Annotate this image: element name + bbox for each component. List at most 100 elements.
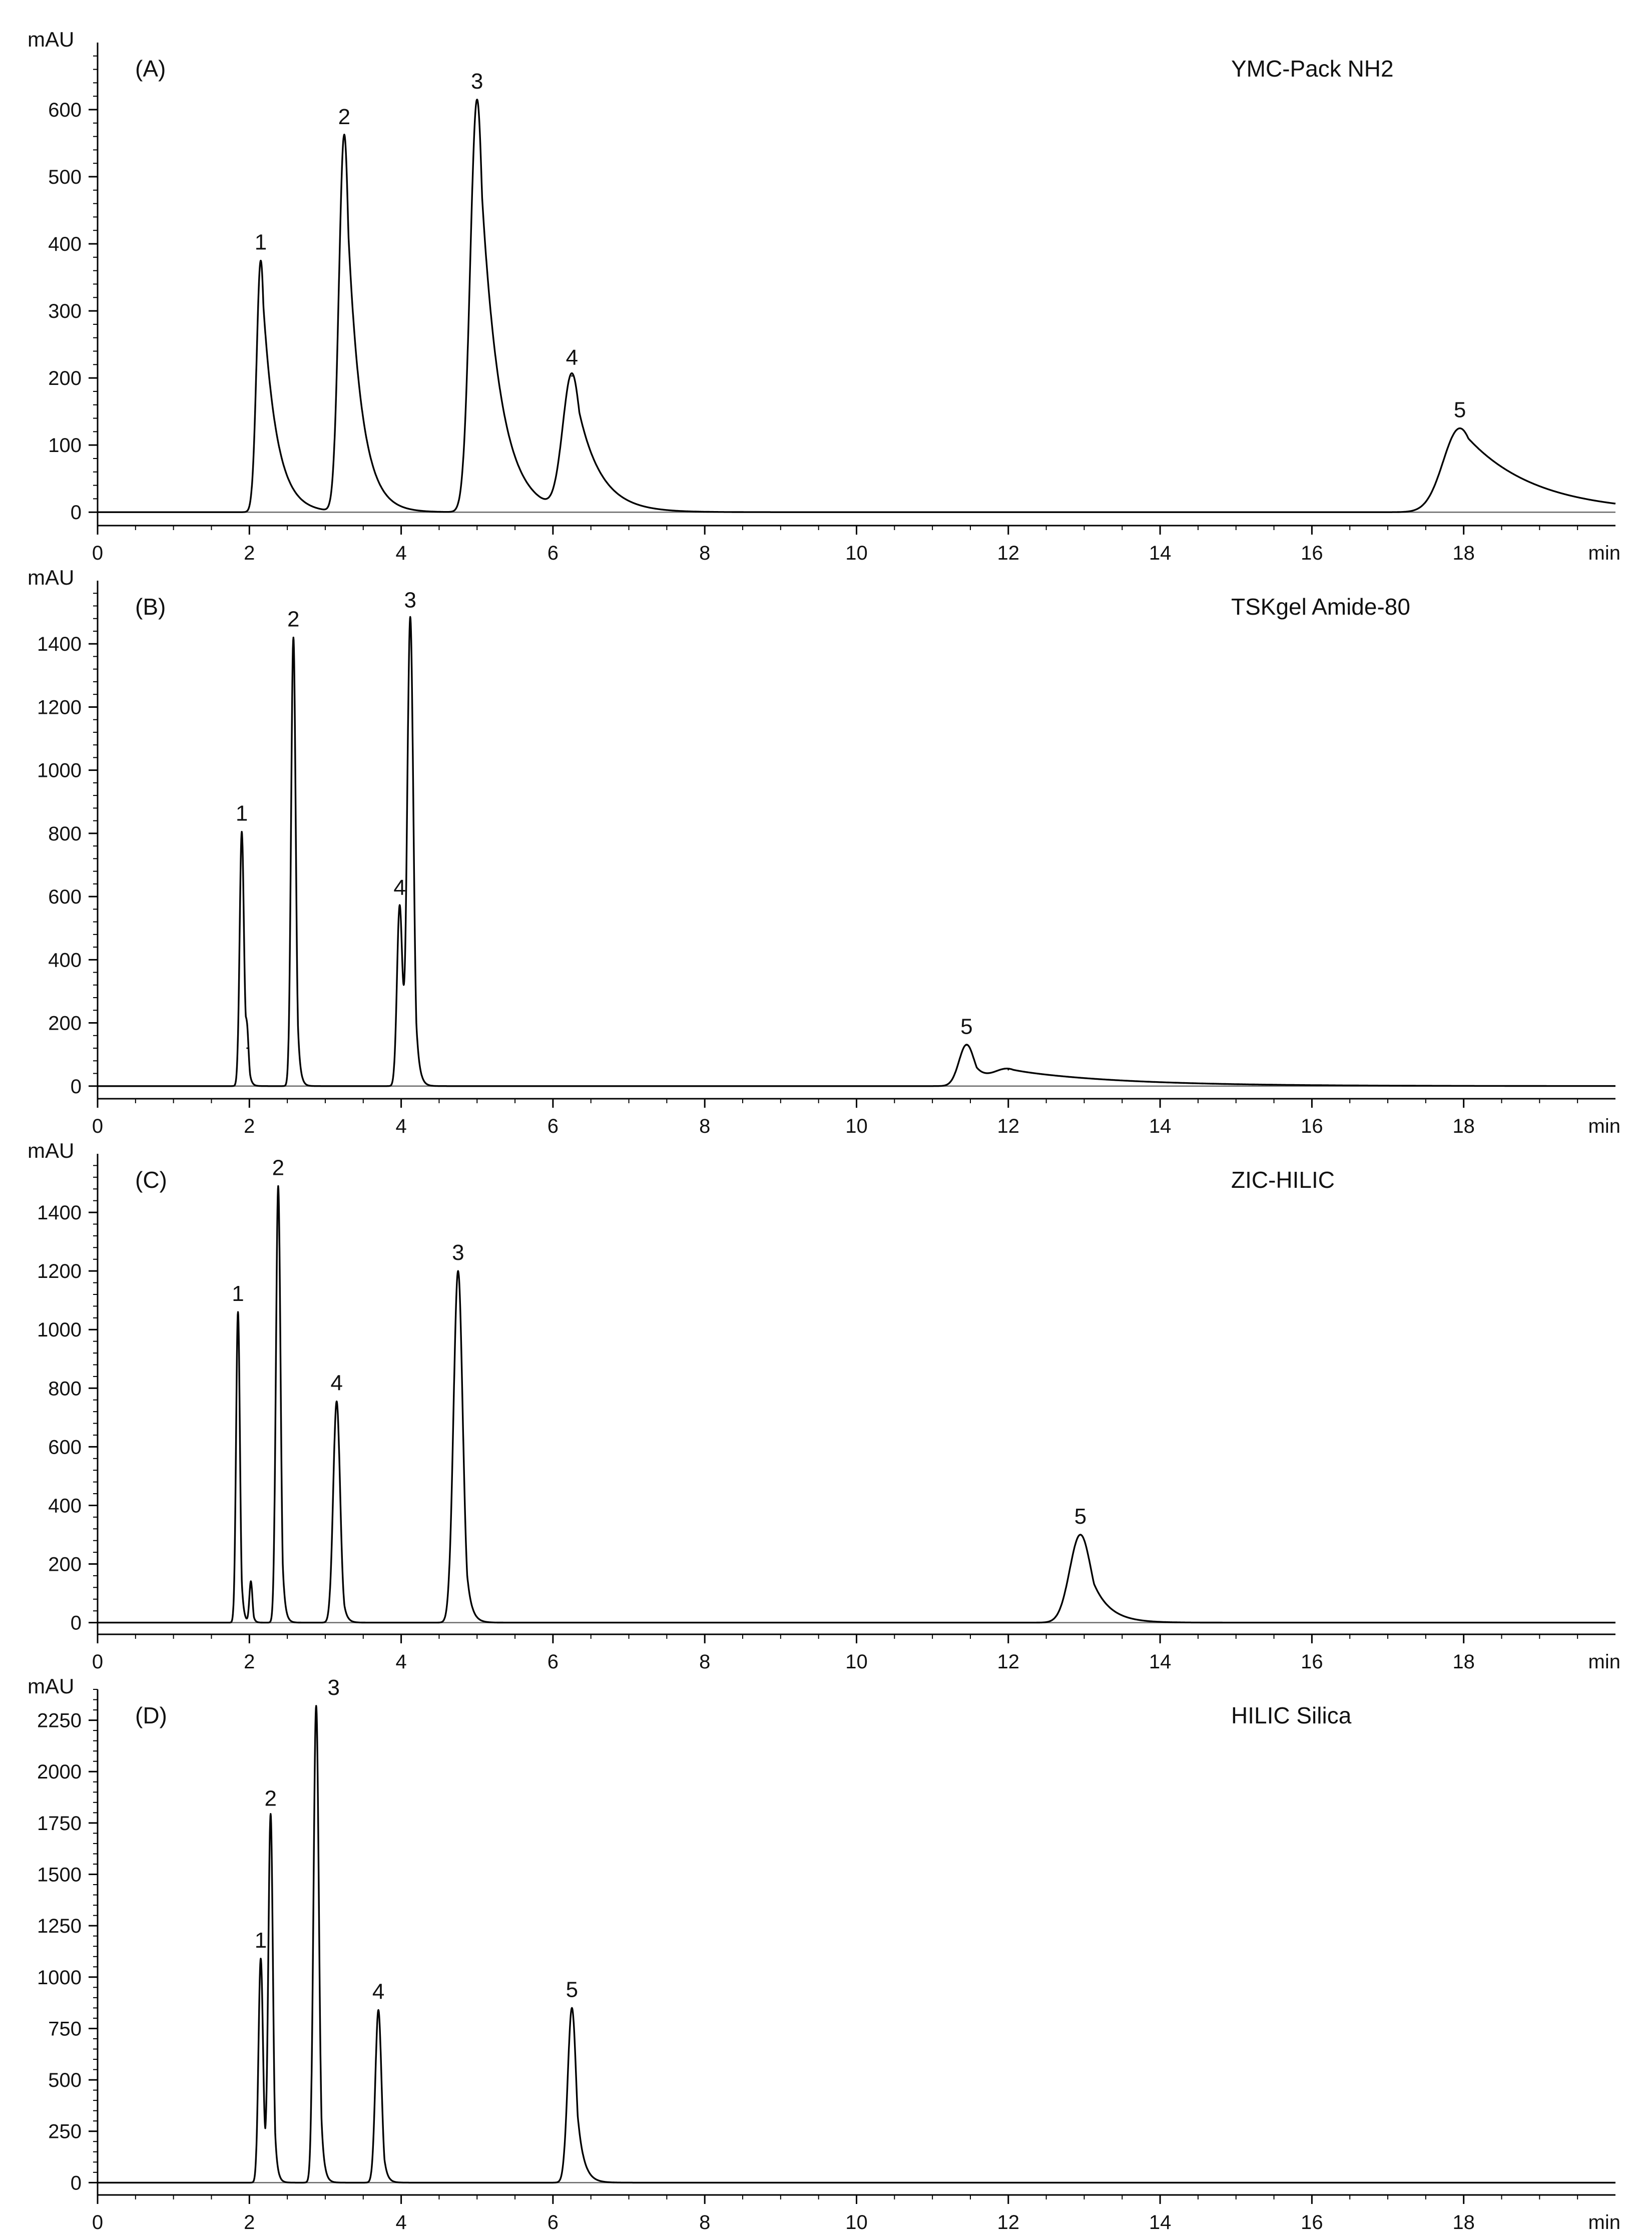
peak-apex [237,1311,239,1313]
peak-label: 5 [566,1977,578,2002]
y-tick-label: 2000 [37,1761,82,1783]
peak-apex [250,1581,252,1583]
y-tick-label: 1200 [37,1260,82,1282]
peak-label: 2 [287,607,299,632]
peak-label: 4 [372,1979,384,2004]
y-tick-label: 0 [71,2172,82,2194]
peak-apex [571,375,573,377]
x-tick-label: 2 [244,542,255,564]
x-tick-label: 6 [547,1651,559,1673]
x-tick-label: 8 [699,1115,710,1137]
x-tick-label: 16 [1301,2211,1323,2233]
x-tick-label: 6 [547,1115,559,1137]
chromatogram-trace [97,616,1616,1087]
x-tick-label: 10 [845,542,868,564]
panel-label: (D) [135,1702,167,1728]
peak-apex [343,134,345,136]
x-tick-label: 2 [244,2211,255,2233]
x-tick-label: 8 [699,2211,710,2233]
x-tick-label: 18 [1452,542,1475,564]
x-tick-label: 12 [997,1651,1020,1673]
y-tick-label: 0 [71,1076,82,1098]
y-tick-label: 1500 [37,1864,82,1886]
x-tick-label: 10 [845,2211,868,2233]
peak-label: 4 [566,345,578,370]
x-tick-label: 2 [244,1115,255,1137]
y-tick-label: 1200 [37,696,82,718]
column-name: ZIC-HILIC [1231,1167,1335,1193]
x-tick-label: 0 [92,1651,103,1673]
x-tick-label: 12 [997,542,1020,564]
panel-label: (A) [135,56,166,82]
peak-apex [409,618,411,620]
peak-label: 3 [471,69,483,94]
peak-label: 3 [452,1240,464,1265]
chart-panel: 0 250 500 750 1000 1250 1500 1750 2000 2250 mAU 0 2 4… [28,1674,1620,2233]
y-tick-label: 1750 [37,1813,82,1835]
peak-apex [246,1047,248,1049]
x-tick-label: 4 [395,1651,406,1673]
y-tick-label: 1250 [37,1915,82,1937]
y-tick-label: 800 [48,823,82,845]
x-tick-label: 4 [395,1115,406,1137]
peak-apex [270,1816,272,1818]
y-tick-label: 800 [48,1378,82,1400]
peak-label: 5 [1454,398,1466,422]
y-tick-label: 250 [48,2121,82,2143]
peak-label: 2 [272,1155,284,1180]
x-tick-label: 12 [997,1115,1020,1137]
peak-apex [1459,427,1461,429]
peak-label: 1 [255,1928,267,1953]
peak-apex [292,637,294,639]
peak-apex [260,260,262,262]
x-tick-label: 16 [1301,542,1323,564]
x-tick-label: 18 [1452,1651,1475,1673]
panel-label: (C) [135,1167,167,1193]
y-unit-label: mAU [28,1674,74,1698]
peak-apex [336,1401,338,1403]
peak-label: 2 [265,1786,277,1811]
y-tick-label: 750 [48,2018,82,2040]
x-tick-label: 0 [92,2211,103,2233]
x-tick-label: 18 [1452,2211,1475,2233]
peak-apex [571,2007,573,2009]
y-tick-label: 600 [48,1436,82,1458]
peak-label: 1 [232,1281,244,1306]
peak-apex [457,1270,459,1272]
y-tick-label: 200 [48,367,82,389]
y-tick-label: 1000 [37,1319,82,1341]
y-tick-label: 600 [48,886,82,908]
x-unit-label: min [1588,542,1620,564]
y-tick-label: 1400 [37,1202,82,1224]
panel-label: (B) [135,594,166,620]
y-tick-label: 400 [48,233,82,255]
y-tick-label: 2250 [37,1710,82,1732]
x-tick-label: 0 [92,1115,103,1137]
y-tick-label: 500 [48,166,82,188]
peak-apex [260,1958,262,1960]
x-tick-label: 10 [845,1115,868,1137]
y-tick-label: 300 [48,300,82,322]
x-tick-label: 6 [547,2211,559,2233]
peak-apex [399,905,401,907]
peak-apex [377,2009,379,2011]
x-tick-label: 4 [395,542,406,564]
y-tick-label: 400 [48,1495,82,1517]
column-name: YMC-Pack NH2 [1231,56,1394,82]
x-tick-label: 0 [92,542,103,564]
x-tick-label: 16 [1301,1651,1323,1673]
x-tick-label: 14 [1149,2211,1172,2233]
y-tick-label: 600 [48,99,82,121]
y-tick-label: 1000 [37,1967,82,1989]
x-unit-label: min [1588,2211,1620,2233]
peak-apex [315,1705,317,1707]
y-unit-label: mAU [28,1139,74,1162]
y-tick-label: 200 [48,1554,82,1576]
peak-label: 4 [393,875,405,900]
peak-label: 3 [404,588,416,613]
y-tick-label: 0 [71,1612,82,1634]
x-tick-label: 14 [1149,542,1172,564]
y-unit-label: mAU [28,28,74,51]
